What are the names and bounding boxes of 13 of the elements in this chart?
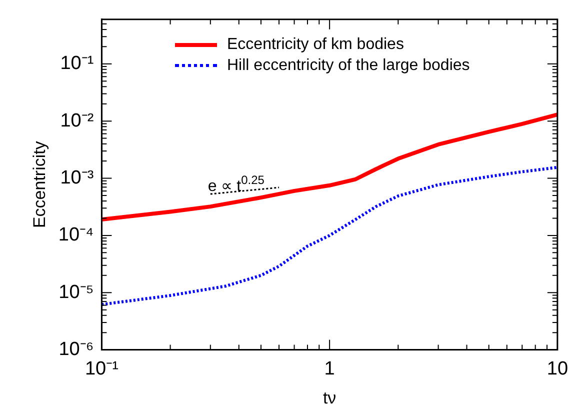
y-axis-title: Eccentricity: [30, 140, 49, 228]
y-tick-label: 10⁻⁵: [58, 282, 94, 303]
y-tick-label: 10⁻⁶: [58, 339, 94, 360]
x-tick-label: 10: [546, 358, 568, 380]
legend-label: Hill eccentricity of the large bodies: [227, 56, 470, 76]
x-tick-label: 10⁻¹: [84, 358, 118, 380]
legend-label: Eccentricity of km bodies: [227, 35, 404, 55]
y-tick-label: 10⁻¹: [60, 53, 94, 74]
x-tick-label: 1: [324, 358, 335, 380]
x-axis-title: tν: [322, 388, 336, 408]
y-tick-label: 10⁻²: [60, 110, 94, 132]
y-tick-label: 10⁻³: [60, 167, 94, 188]
y-tick-label: 10⁻⁴: [58, 224, 94, 246]
